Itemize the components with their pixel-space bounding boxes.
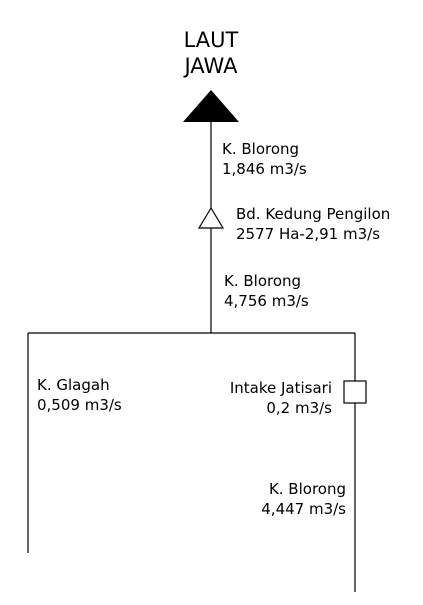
segment-flow: 1,846 m3/s (222, 160, 307, 178)
segment-name: K. Blorong (224, 272, 302, 290)
segment-name: K. Blorong (222, 140, 300, 158)
weir-name: Bd. Kedung Pengilon (236, 205, 391, 223)
intake-flow: 0,2 m3/s (266, 399, 332, 417)
weir-symbol (197, 206, 225, 229)
sea-label-line1: LAUT (183, 28, 239, 52)
intake-name: Intake Jatisari (229, 379, 332, 397)
sea-label-line2: JAWA (184, 54, 238, 78)
intake-box-symbol (343, 380, 367, 404)
intake-label: Intake Jatisari 0,2 m3/s (190, 378, 332, 418)
segment-flow: 0,509 m3/s (37, 396, 122, 414)
weir-label: Bd. Kedung Pengilon 2577 Ha-2,91 m3/s (236, 204, 390, 244)
segment-name: K. Blorong (268, 480, 346, 498)
segment-flow: 4,447 m3/s (261, 500, 346, 518)
segment-name: K. Glagah (37, 376, 110, 394)
sea-label: LAUT JAWA (156, 27, 266, 79)
segment-label-upper-blorong: K. Blorong 1,846 m3/s (222, 139, 307, 179)
sea-outlet-triangle (183, 90, 239, 122)
segment-label-glagah: K. Glagah 0,509 m3/s (37, 375, 122, 415)
segment-label-lower-blorong: K. Blorong 4,447 m3/s (200, 479, 346, 519)
weir-area-flow: 2577 Ha-2,91 m3/s (236, 225, 381, 243)
segment-label-middle-blorong: K. Blorong 4,756 m3/s (224, 271, 309, 311)
segment-flow: 4,756 m3/s (224, 292, 309, 310)
